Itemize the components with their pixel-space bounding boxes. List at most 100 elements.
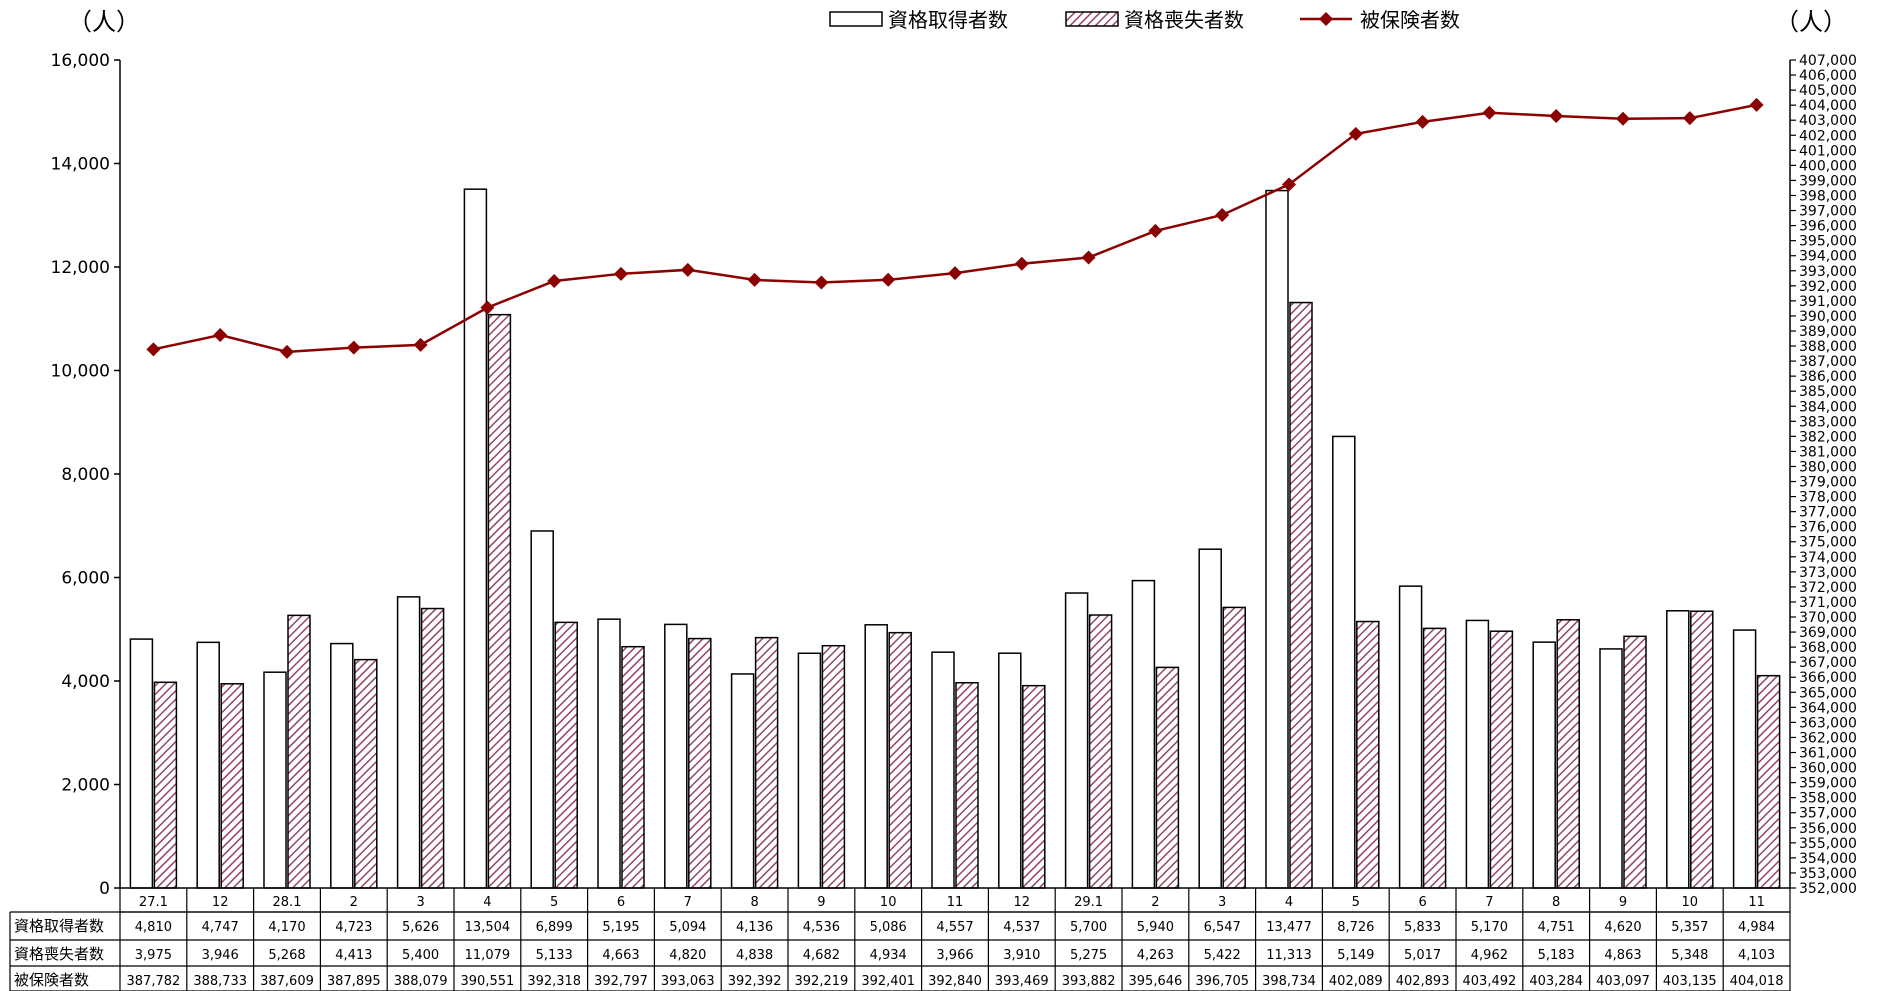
bar-lost xyxy=(420,607,445,889)
category-label: 7 xyxy=(684,895,692,910)
category-label: 8 xyxy=(750,895,758,910)
table-cell: 4,723 xyxy=(335,920,372,935)
table-cell: 4,136 xyxy=(736,920,773,935)
right-axis: 352,000353,000354,000355,000356,000357,0… xyxy=(1789,53,1857,897)
table-row-label: 資格喪失者数 xyxy=(14,945,104,963)
category-label: 6 xyxy=(1418,895,1426,910)
left-tick-label: 16,000 xyxy=(51,51,110,71)
left-tick-label: 0 xyxy=(99,879,110,899)
bar-lost xyxy=(287,614,311,889)
category-label: 10 xyxy=(880,895,897,910)
bar-lost xyxy=(1422,627,1447,889)
bar-acquired xyxy=(196,641,220,889)
bar-lost xyxy=(688,637,712,889)
category-label: 12 xyxy=(1014,895,1031,910)
insured-point xyxy=(146,342,161,357)
table-cell: 3,946 xyxy=(202,948,239,963)
bar-acquired xyxy=(1198,548,1222,889)
right-tick-label: 353,000 xyxy=(1799,866,1857,882)
table-cell: 5,149 xyxy=(1337,948,1374,963)
bar-lost xyxy=(1623,635,1647,889)
insured-point xyxy=(814,275,829,290)
bar-acquired xyxy=(396,596,421,889)
table-cell: 5,195 xyxy=(602,920,639,935)
table-cell: 4,747 xyxy=(202,920,239,935)
right-tick-label: 407,000 xyxy=(1799,53,1857,69)
table-cell: 403,135 xyxy=(1663,974,1717,989)
right-tick-label: 383,000 xyxy=(1799,414,1857,430)
bar-acquired xyxy=(797,652,822,889)
table-cell: 392,797 xyxy=(594,974,648,989)
insured-point xyxy=(280,344,294,359)
table-cell: 4,103 xyxy=(1738,948,1775,963)
table-cell: 6,899 xyxy=(536,920,573,935)
table-cell: 5,170 xyxy=(1471,920,1508,935)
right-tick-label: 355,000 xyxy=(1799,836,1857,852)
right-tick-label: 374,000 xyxy=(1799,550,1857,566)
right-tick-label: 357,000 xyxy=(1799,806,1857,822)
table-cell: 4,984 xyxy=(1738,920,1775,935)
category-label: 12 xyxy=(212,895,229,910)
bar-acquired xyxy=(330,642,354,889)
table-cell: 387,782 xyxy=(127,974,181,989)
right-tick-label: 366,000 xyxy=(1799,670,1857,686)
left-tick-label: 2,000 xyxy=(61,776,110,796)
bar-acquired xyxy=(530,530,554,889)
table-cell: 5,833 xyxy=(1404,920,1441,935)
category-label: 7 xyxy=(1485,895,1493,910)
left-tick-label: 14,000 xyxy=(51,155,110,175)
bar-lost xyxy=(354,658,378,889)
category-label: 9 xyxy=(817,895,825,910)
insured-point xyxy=(1482,105,1497,120)
table-cell: 4,620 xyxy=(1604,920,1641,935)
right-tick-label: 381,000 xyxy=(1799,444,1857,460)
right-tick-label: 390,000 xyxy=(1799,309,1857,325)
bar-acquired xyxy=(1532,641,1556,889)
right-tick-label: 386,000 xyxy=(1799,369,1857,385)
left-axis: 0 2,000 4,000 6,000 8,000 10,000 12,000 14,000 1… xyxy=(51,51,121,899)
bar-lost xyxy=(754,636,779,889)
data-table: 27.1 12 28.1 2 3 4 5 6 7 8 9 10 11 12 29.1 2 3 4 5 6 7 8 9 10 11… xyxy=(9,888,1791,991)
right-tick-label: 371,000 xyxy=(1799,595,1857,611)
table-cell: 4,537 xyxy=(1003,920,1040,935)
insured-point xyxy=(213,328,228,343)
bar-lost xyxy=(153,681,178,889)
bar-lost xyxy=(888,631,912,889)
right-tick-label: 402,000 xyxy=(1799,128,1857,144)
table-cell: 4,820 xyxy=(669,948,706,963)
legend: 資格取得者数 資格喪失者数 被保険者数 xyxy=(829,8,1460,32)
right-tick-label: 404,000 xyxy=(1799,98,1857,114)
bar-acquired xyxy=(1265,189,1289,889)
table-cell: 395,646 xyxy=(1129,974,1183,989)
bar-acquired xyxy=(463,188,488,889)
category-label: 2 xyxy=(1151,895,1159,910)
legend-marker-insured xyxy=(1319,12,1333,26)
table-cell: 3,966 xyxy=(936,948,973,963)
bar-acquired xyxy=(1599,648,1623,889)
legend-swatch-acquired xyxy=(829,11,883,27)
bar-acquired xyxy=(1465,619,1490,889)
insured-point xyxy=(1749,97,1764,112)
bar-acquired xyxy=(1398,585,1423,889)
category-label: 4 xyxy=(483,895,491,910)
insured-point xyxy=(614,266,628,281)
bar-lost xyxy=(220,683,244,889)
right-tick-label: 356,000 xyxy=(1799,821,1857,837)
table-cell: 388,079 xyxy=(394,974,448,989)
bar-lost xyxy=(1356,620,1380,889)
category-label: 11 xyxy=(947,895,964,910)
table-cell: 3,910 xyxy=(1003,948,1040,963)
table-cell: 5,017 xyxy=(1404,948,1441,963)
category-label: 27.1 xyxy=(139,895,168,910)
bar-lost xyxy=(621,645,645,889)
bar-lost xyxy=(1155,666,1180,889)
table-cell: 398,734 xyxy=(1262,974,1316,989)
table-row-label: 資格取得者数 xyxy=(14,917,104,935)
table-cell: 5,700 xyxy=(1070,920,1107,935)
right-tick-label: 352,000 xyxy=(1799,881,1857,897)
right-axis-unit: （人） xyxy=(1775,8,1847,36)
bar-acquired xyxy=(1131,579,1156,889)
category-label: 2 xyxy=(350,895,358,910)
insured-line xyxy=(146,97,1764,359)
table-cell: 4,170 xyxy=(268,920,305,935)
